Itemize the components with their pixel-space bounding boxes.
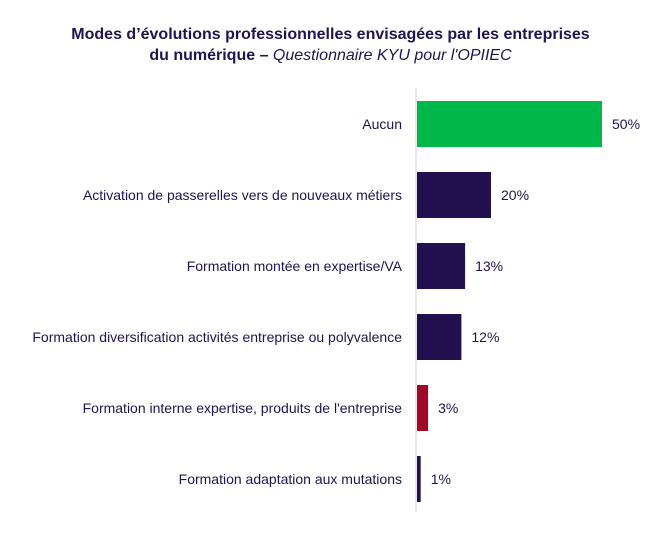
bar-4	[417, 385, 429, 431]
chart-title-line2: du numérique – Questionnaire KYU pour l'…	[0, 45, 661, 66]
chart-title-line1: Modes d’évolutions professionnelles envi…	[71, 26, 590, 43]
category-label-5: Formation adaptation aux mutations	[179, 471, 402, 487]
value-label-3: 12%	[471, 329, 499, 345]
value-label-0: 50%	[612, 116, 640, 132]
bar-1	[417, 172, 491, 218]
chart-subtitle: Questionnaire KYU pour l'OPIIEC	[272, 47, 512, 64]
category-label-1: Activation de passerelles vers de nouvea…	[83, 187, 402, 203]
category-label-0: Aucun	[362, 116, 402, 132]
value-label-5: 1%	[431, 471, 451, 487]
bar-0	[417, 101, 602, 147]
category-label-3: Formation diversification activités entr…	[32, 329, 402, 345]
chart-title-line2-bold: du numérique –	[149, 47, 273, 64]
value-label-1: 20%	[501, 187, 529, 203]
category-label-2: Formation montée en expertise/VA	[187, 258, 403, 274]
chart-title: Modes d’évolutions professionnelles envi…	[0, 24, 661, 66]
bar-2	[417, 243, 466, 289]
category-label-4: Formation interne expertise, produits de…	[83, 400, 403, 416]
value-label-2: 13%	[475, 258, 503, 274]
bar-3	[417, 314, 462, 360]
bar-5	[417, 456, 421, 502]
value-label-4: 3%	[438, 400, 458, 416]
